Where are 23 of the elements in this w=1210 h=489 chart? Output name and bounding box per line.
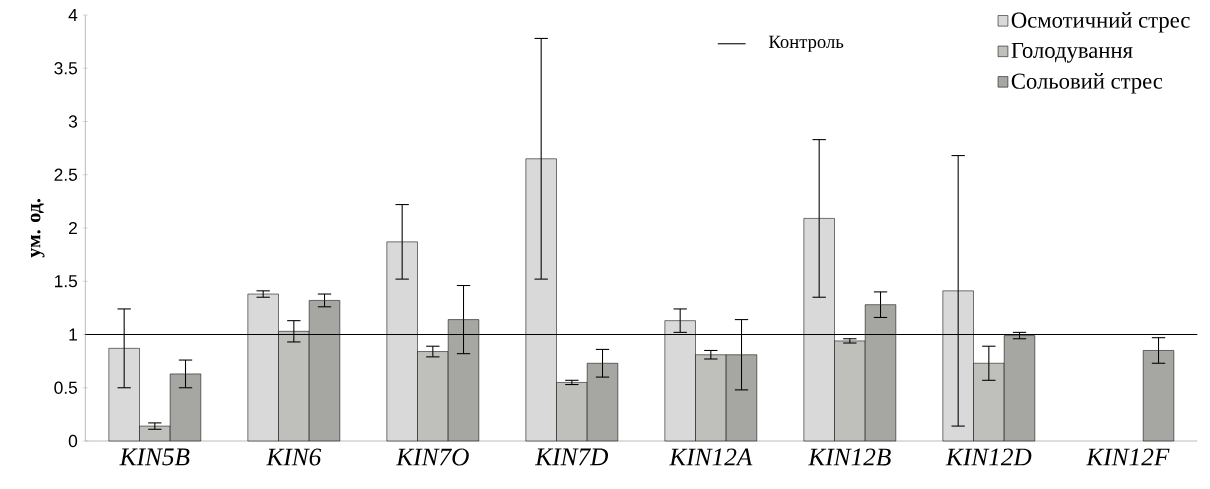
y-tick-label: 0.5 bbox=[54, 381, 78, 394]
x-tick-label: KIN6 bbox=[266, 448, 322, 466]
y-tick-label: 2 bbox=[69, 221, 77, 235]
legend-label: Сольовий стрес bbox=[1011, 73, 1163, 94]
y-tick-label: 2.5 bbox=[54, 168, 78, 181]
x-tick-label: KIN12B bbox=[808, 448, 891, 466]
x-tick-label: KIN12D bbox=[945, 448, 1032, 466]
y-tick-label: 1 bbox=[69, 328, 77, 341]
x-tick-label: KIN5B bbox=[119, 448, 190, 466]
y-tick-label: 0 bbox=[68, 434, 78, 448]
y-tick-label: 3 bbox=[68, 115, 78, 128]
y-axis-title: ум. од. bbox=[30, 199, 45, 258]
x-tick-label: KIN7D bbox=[534, 448, 609, 466]
legend-label: Осмотичний стрес bbox=[1011, 12, 1190, 33]
y-tick-label: 3.5 bbox=[54, 62, 78, 75]
y-tick-label: 4 bbox=[68, 9, 78, 21]
x-tick-label: KIN12A bbox=[669, 448, 753, 466]
x-tick-label: KIN7O bbox=[395, 448, 469, 466]
bar bbox=[1142, 350, 1175, 442]
legend-label: Голодування bbox=[1011, 42, 1133, 63]
x-tick-label: KIN12F bbox=[1086, 448, 1170, 466]
legend-label: Контроль bbox=[768, 35, 844, 52]
y-tick-label: 1.5 bbox=[55, 275, 78, 288]
